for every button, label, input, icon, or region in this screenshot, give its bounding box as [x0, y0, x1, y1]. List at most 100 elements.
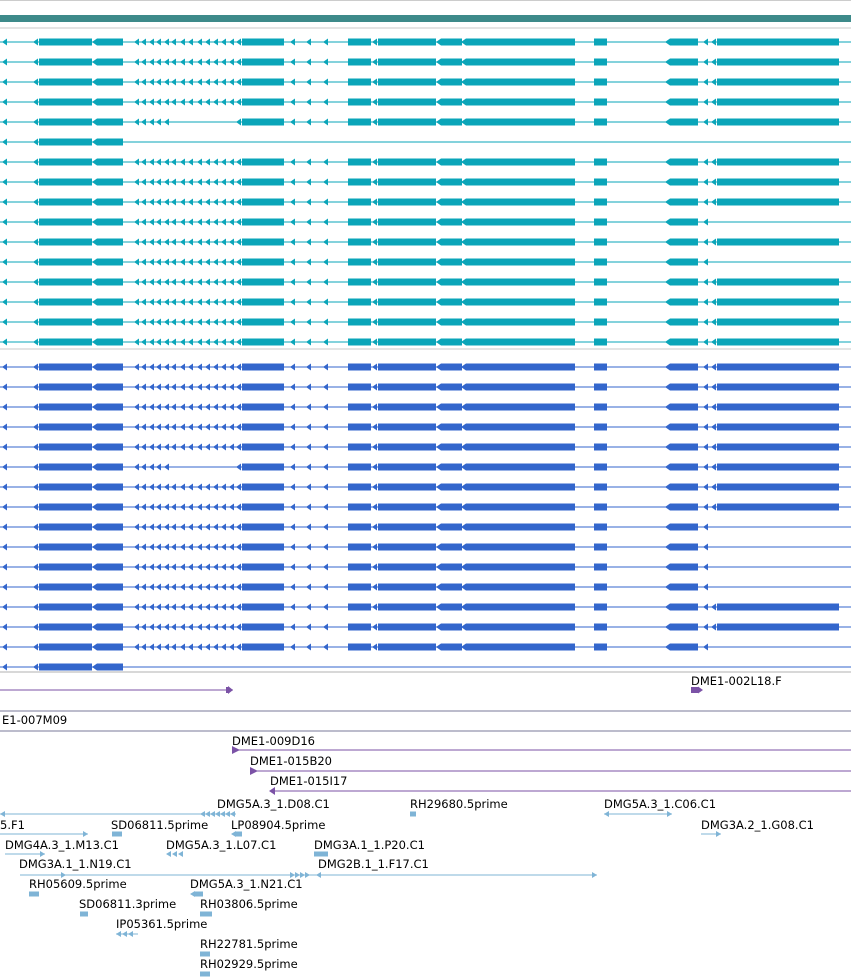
left-arrow-icon — [372, 158, 377, 166]
exon-block — [441, 443, 462, 451]
gene-model-row[interactable] — [0, 523, 851, 531]
est-label[interactable]: DMG5A.3_1.C06.C1 — [604, 797, 716, 811]
est-label[interactable]: SD06811.3prime — [79, 897, 176, 911]
est-label[interactable]: RH22781.5prime — [200, 937, 298, 951]
left-arrow-icon — [149, 198, 154, 206]
left-arrow-icon — [461, 423, 466, 431]
gene-model-row[interactable] — [0, 623, 851, 631]
left-arrow-icon — [711, 463, 716, 471]
left-arrow-icon — [461, 403, 466, 411]
est-label[interactable]: LP08904.5prime — [231, 818, 325, 832]
exon-block — [97, 238, 123, 246]
est-label[interactable]: RH03806.5prime — [200, 897, 298, 911]
gene-model-row[interactable] — [0, 118, 851, 126]
gene-model-row[interactable] — [0, 663, 851, 671]
left-arrow-icon — [703, 383, 708, 391]
est-label[interactable]: DMG5A.3_1.D08.C1 — [217, 797, 330, 811]
est-block[interactable] — [200, 911, 212, 917]
gene-model-row[interactable] — [0, 98, 851, 106]
est-label[interactable]: DMG4A.3_1.M13.C1 — [5, 838, 119, 852]
clone-label[interactable]: DME1-009D16 — [232, 734, 315, 748]
est-label[interactable]: DMG5A.3_1.N21.C1 — [190, 877, 303, 891]
est-block[interactable] — [29, 891, 39, 897]
clone-label[interactable]: DME1-002L18.F — [691, 674, 782, 688]
est-block[interactable] — [195, 891, 203, 897]
left-arrow-icon — [306, 423, 311, 431]
gene-model-row[interactable] — [0, 383, 851, 391]
gene-model-row[interactable] — [0, 543, 851, 551]
left-arrow-icon — [213, 198, 218, 206]
left-arrow-icon — [197, 483, 202, 491]
gene-model-row[interactable] — [0, 158, 851, 166]
gene-model-row[interactable] — [0, 563, 851, 571]
gene-model-row[interactable] — [0, 258, 851, 266]
est-block[interactable] — [200, 971, 210, 977]
left-arrow-icon — [0, 811, 5, 817]
exon-block — [441, 78, 462, 86]
exon-block — [466, 298, 575, 306]
est-label[interactable]: DMG5A.3_1.L07.C1 — [166, 838, 276, 852]
gene-model-row[interactable] — [0, 178, 851, 186]
left-arrow-icon — [290, 298, 295, 306]
est-label[interactable]: RH05609.5prime — [29, 877, 127, 891]
gene-model-row[interactable] — [0, 298, 851, 306]
left-arrow-icon — [290, 463, 295, 471]
left-arrow-icon — [149, 98, 154, 106]
left-arrow-icon — [236, 443, 241, 451]
est-label[interactable]: SD06811.5prime — [111, 818, 208, 832]
est-label[interactable]: DMG3A.1_1.N19.C1 — [19, 857, 132, 871]
est-block[interactable] — [200, 951, 210, 957]
gene-model-row[interactable] — [0, 583, 851, 591]
gene-model-row[interactable] — [0, 78, 851, 86]
clone-label[interactable]: DME1-015I17 — [270, 774, 348, 788]
left-arrow-icon — [205, 338, 210, 346]
est-label[interactable]: DMG2B.1_1.F17.C1 — [318, 857, 429, 871]
est-block[interactable] — [112, 831, 122, 837]
gene-model-row[interactable] — [0, 643, 851, 651]
est-block[interactable] — [410, 811, 416, 817]
left-arrow-icon — [306, 278, 311, 286]
exon-block — [348, 258, 371, 266]
gene-model-row[interactable] — [0, 138, 851, 146]
left-arrow-icon — [2, 483, 7, 491]
gene-model-row[interactable] — [0, 363, 851, 371]
clone-label[interactable]: DME1-015B20 — [250, 754, 332, 768]
est-label[interactable]: 5.F1 — [0, 818, 25, 832]
gene-model-row[interactable] — [0, 603, 851, 611]
left-arrow-icon — [306, 563, 311, 571]
left-arrow-icon — [290, 98, 295, 106]
gene-model-row[interactable] — [0, 38, 851, 46]
gene-model-row[interactable] — [0, 198, 851, 206]
est-label[interactable]: DMG3A.1_1.P20.C1 — [314, 838, 425, 852]
gene-model-row[interactable] — [0, 58, 851, 66]
left-arrow-icon — [197, 78, 202, 86]
gene-model-row[interactable] — [0, 443, 851, 451]
gene-model-row[interactable] — [0, 218, 851, 226]
left-arrow-icon — [221, 338, 226, 346]
gene-model-row[interactable] — [0, 423, 851, 431]
exon-block — [242, 158, 284, 166]
est-label[interactable]: RH02929.5prime — [200, 957, 298, 971]
gene-model-row[interactable] — [0, 338, 851, 346]
gene-model-row[interactable] — [0, 463, 851, 471]
gene-model-row[interactable] — [0, 483, 851, 491]
exon-block — [97, 443, 123, 451]
gene-model-row[interactable] — [0, 318, 851, 326]
est-block[interactable] — [314, 851, 328, 857]
left-arrow-icon — [290, 218, 295, 226]
gene-model-row[interactable] — [0, 403, 851, 411]
gene-model-row[interactable] — [0, 238, 851, 246]
exon-block — [378, 363, 436, 371]
gene-model-row[interactable] — [0, 278, 851, 286]
est-label[interactable]: DMG3A.2_1.G08.C1 — [701, 818, 814, 832]
gene-model-row[interactable] — [0, 503, 851, 511]
est-label[interactable]: IP05361.5prime — [116, 917, 207, 931]
left-arrow-icon — [306, 583, 311, 591]
est-block[interactable] — [80, 911, 88, 917]
left-arrow-icon — [141, 318, 146, 326]
left-arrow-icon — [221, 318, 226, 326]
est-block[interactable] — [236, 831, 242, 837]
est-label[interactable]: RH29680.5prime — [410, 797, 508, 811]
left-arrow-icon — [164, 58, 169, 66]
clone-label[interactable]: E1-007M09 — [2, 713, 67, 727]
